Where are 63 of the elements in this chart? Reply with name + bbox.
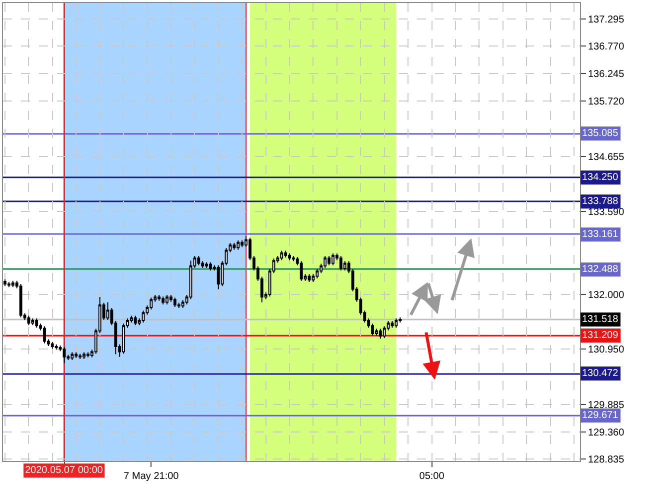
candlestick: [240, 240, 244, 248]
candlestick: [308, 274, 311, 282]
x-tick-label: 2020.05.07 00:00: [25, 465, 104, 476]
ref-line-label: 132.488: [582, 264, 619, 275]
candlestick: [332, 252, 334, 266]
candlestick: [158, 294, 161, 302]
y-tick-label: 129.885: [588, 400, 625, 412]
candlestick: [316, 268, 319, 279]
candlestick: [11, 280, 14, 288]
candlestick: [31, 318, 34, 326]
candlestick: [300, 260, 303, 282]
candlestick: [394, 318, 398, 328]
candlestick: [284, 250, 288, 258]
candlestick: [82, 352, 86, 360]
candlestick: [328, 255, 331, 266]
candlestick: [205, 262, 208, 268]
candlestick: [232, 242, 236, 250]
candlestick: [236, 240, 240, 250]
y-tick-label: 135.720: [588, 96, 625, 108]
candlestick: [166, 294, 168, 305]
candlestick: [134, 315, 137, 326]
candlestick: [209, 262, 212, 272]
x-tick-label: 05:00: [419, 471, 445, 482]
candlestick: [19, 284, 22, 318]
y-tick-label: 136.245: [588, 69, 625, 80]
y-tick-label: 134.655: [588, 152, 625, 163]
y-tick-label: 128.835: [588, 454, 625, 466]
candlestick: [197, 255, 200, 266]
ref-line-label: 129.671: [582, 410, 619, 421]
candlestick: [280, 250, 284, 261]
candlestick: [62, 346, 66, 364]
candlestick: [50, 341, 54, 350]
ref-line-label: 135.085: [582, 128, 619, 139]
candlestick: [54, 344, 58, 350]
candlestick: [390, 320, 394, 328]
candlestick: [173, 297, 176, 308]
candlestick: [74, 352, 78, 358]
candlestick: [378, 328, 382, 340]
candlestick: [4, 278, 6, 287]
candlestick: [70, 352, 74, 361]
y-tick-label: 130.950: [588, 344, 625, 356]
ref-line-label: 133.161: [582, 229, 619, 240]
y-tick-label: 136.770: [588, 42, 625, 53]
ref-line-label: 131.209: [582, 330, 619, 341]
y-tick-label: 129.360: [588, 427, 625, 438]
candlestick: [339, 255, 342, 272]
candlestick: [162, 296, 165, 305]
candlestick: [7, 281, 10, 288]
y-tick-label: 137.295: [588, 14, 625, 26]
candlestick: [78, 353, 82, 360]
candlestick: [216, 264, 220, 290]
candlestick: [43, 326, 46, 344]
ref-line-label: 133.788: [582, 196, 619, 207]
candlestick: [35, 318, 38, 328]
ref-line-label: 131.518: [582, 314, 619, 325]
candlestick: [292, 255, 295, 262]
y-tick-label: 132.000: [588, 290, 625, 301]
ref-line-label: 134.250: [582, 172, 619, 183]
ref-line-label: 130.472: [582, 368, 619, 379]
candlestick: [288, 252, 291, 261]
candlestick: [86, 352, 90, 358]
candlestick: [27, 315, 30, 326]
x-tick-label: 7 May 21:00: [124, 471, 180, 482]
